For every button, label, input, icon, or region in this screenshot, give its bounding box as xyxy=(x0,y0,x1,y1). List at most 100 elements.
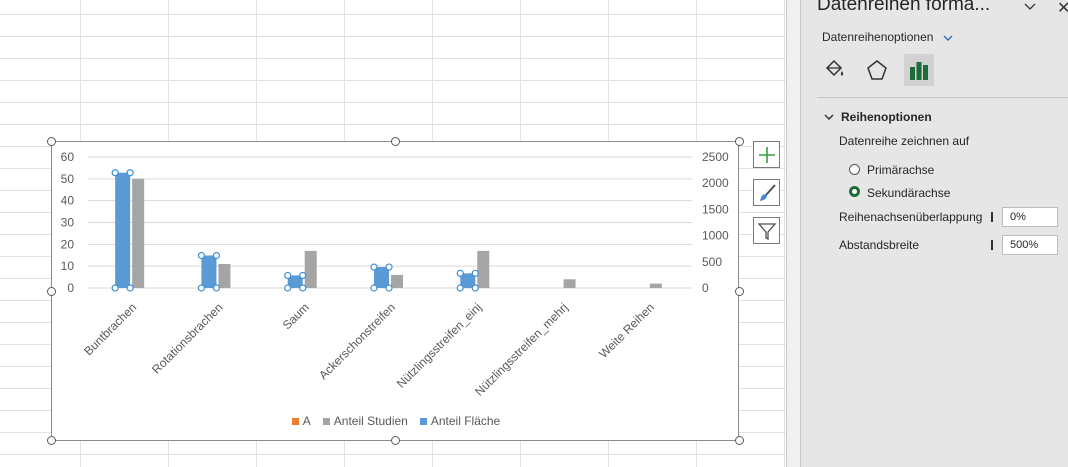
gap-width-input[interactable]: 500% xyxy=(1002,235,1058,255)
bar-anteil-flaeche xyxy=(115,172,131,288)
legend-swatch-anteil-flaeche xyxy=(419,417,427,425)
bar-anteil-flaeche xyxy=(201,255,217,288)
series-overlap-input[interactable]: 0% xyxy=(1002,207,1058,227)
bar-chart-icon xyxy=(910,62,928,80)
chart-filters-button[interactable] xyxy=(753,217,780,244)
plot-on-label: Datenreihe zeichnen auf xyxy=(839,134,970,148)
gap-slider-thumb[interactable] xyxy=(991,240,993,250)
category-label: Rotationsbrachen xyxy=(149,300,225,376)
primary-axis-tick-label: 20 xyxy=(61,237,75,251)
selection-handle xyxy=(370,263,378,271)
legend-label-anteil-studien: Anteil Studien xyxy=(333,414,408,428)
legend-swatch-a xyxy=(291,417,299,425)
selection-handle xyxy=(456,269,464,277)
series-options-tab[interactable]: Datenreihenoptionen xyxy=(822,30,934,44)
selection-handle xyxy=(197,251,206,260)
resize-handle-top-center[interactable] xyxy=(391,137,400,146)
fill-line-tab[interactable] xyxy=(819,54,849,86)
legend-item-a[interactable]: A xyxy=(291,414,311,428)
category-label: Ackerschonstreifen xyxy=(316,300,398,382)
primary-axis-tick-label: 30 xyxy=(61,216,75,230)
secondary-axis-tick-label: 500 xyxy=(702,255,722,269)
resize-handle-middle-right[interactable] xyxy=(735,287,744,296)
overlap-slider-thumb[interactable] xyxy=(991,212,993,222)
resize-handle-top-right[interactable] xyxy=(735,137,744,146)
bar-anteil-flaeche xyxy=(460,273,476,288)
selection-handle xyxy=(370,284,378,292)
pane-options-chevron-icon[interactable] xyxy=(1023,0,1037,14)
bar-anteil-studien xyxy=(477,250,490,288)
series-overlap-label: Reihenachsenüberlappung xyxy=(839,210,983,224)
secondary-axis-label[interactable]: Sekundärachse xyxy=(867,186,951,200)
primary-axis-tick-label: 50 xyxy=(61,172,75,186)
collapse-chevron-icon[interactable] xyxy=(824,112,834,122)
effects-tab[interactable] xyxy=(862,54,892,86)
paint-bucket-icon xyxy=(825,59,844,77)
resize-handle-bottom-right[interactable] xyxy=(735,436,744,445)
bar-anteil-studien xyxy=(391,274,403,288)
secondary-axis-radio[interactable] xyxy=(849,186,860,197)
legend-label-a: A xyxy=(302,414,311,428)
selection-handle xyxy=(284,271,292,280)
legend-label-anteil-flaeche: Anteil Fläche xyxy=(430,414,501,428)
bar-anteil-studien xyxy=(563,279,576,288)
secondary-axis-tick-label: 0 xyxy=(702,281,709,295)
bar-anteil-studien xyxy=(304,250,317,288)
selection-handle xyxy=(111,284,119,292)
selection-handle xyxy=(197,284,206,292)
secondary-axis-tick-label: 2500 xyxy=(702,150,729,164)
brush-icon xyxy=(759,183,776,201)
pentagon-icon xyxy=(867,60,887,80)
legend-item-anteil-studien[interactable]: Anteil Studien xyxy=(322,414,408,428)
pane-scroll-gutter xyxy=(787,0,800,467)
chart-area[interactable]: 60 50 40 30 20 10 0 2500 2000 1500 1000 500 0 Buntbra… xyxy=(51,141,739,441)
selection-handle xyxy=(126,284,134,292)
chart-elements-button[interactable] xyxy=(753,141,780,168)
primary-axis-tick-label: 0 xyxy=(67,281,74,295)
chevron-down-icon[interactable] xyxy=(942,32,954,44)
primary-axis-radio[interactable] xyxy=(849,164,860,175)
bar-anteil-flaeche xyxy=(287,275,303,288)
resize-handle-bottom-left[interactable] xyxy=(47,436,56,445)
selection-handle xyxy=(471,269,479,277)
secondary-axis-tick-label: 2000 xyxy=(702,176,729,190)
category-label: Buntbrachen xyxy=(81,300,139,358)
resize-handle-middle-left[interactable] xyxy=(47,287,56,296)
selection-handle xyxy=(299,284,307,292)
bar-anteil-studien xyxy=(132,178,145,288)
selection-handle xyxy=(212,284,221,292)
series-options-heading[interactable]: Reihenoptionen xyxy=(841,110,932,124)
primary-axis-tick-label: 60 xyxy=(61,150,75,164)
pane-close-icon[interactable]: ✕ xyxy=(1057,0,1068,17)
category-label: Nützlingsstreifen_mehrj xyxy=(472,300,571,399)
secondary-axis-tick-label: 1500 xyxy=(702,202,729,216)
format-data-series-pane: Datenreihen forma... ✕ Datenreihenoption… xyxy=(801,0,1068,467)
selection-handle xyxy=(456,284,464,292)
primary-axis-tick-label: 40 xyxy=(61,194,75,208)
selection-handle xyxy=(212,251,221,260)
legend-item-anteil-flaeche[interactable]: Anteil Fläche xyxy=(419,414,501,428)
resize-handle-bottom-center[interactable] xyxy=(391,436,400,445)
chart-styles-button[interactable] xyxy=(753,179,780,206)
legend-swatch-anteil-studien xyxy=(322,417,330,425)
selection-handle xyxy=(471,284,479,292)
resize-handle-top-left[interactable] xyxy=(47,137,56,146)
bar-anteil-studien xyxy=(218,263,231,288)
chart-legend[interactable]: A Anteil Studien Anteil Fläche xyxy=(52,414,740,428)
selection-handle xyxy=(111,169,119,177)
selection-handle xyxy=(385,263,393,271)
selection-handle xyxy=(385,284,393,292)
bar-anteil-studien xyxy=(649,283,662,288)
primary-axis-label[interactable]: Primärachse xyxy=(867,163,935,177)
plus-icon xyxy=(758,146,775,163)
pane-title: Datenreihen forma... xyxy=(817,0,991,15)
window-divider xyxy=(786,0,787,467)
pane-separator xyxy=(817,97,1068,98)
selection-handle xyxy=(284,284,292,292)
category-label: Weite Reihen xyxy=(596,300,657,361)
category-label: Nützlingsstreifen_einj xyxy=(394,300,485,391)
series-options-icon-tab[interactable] xyxy=(904,54,934,86)
chart-plot: 60 50 40 30 20 10 0 2500 2000 1500 1000 500 0 Buntbra… xyxy=(61,150,729,399)
selection-handle xyxy=(299,271,307,280)
pane-border xyxy=(800,0,801,467)
